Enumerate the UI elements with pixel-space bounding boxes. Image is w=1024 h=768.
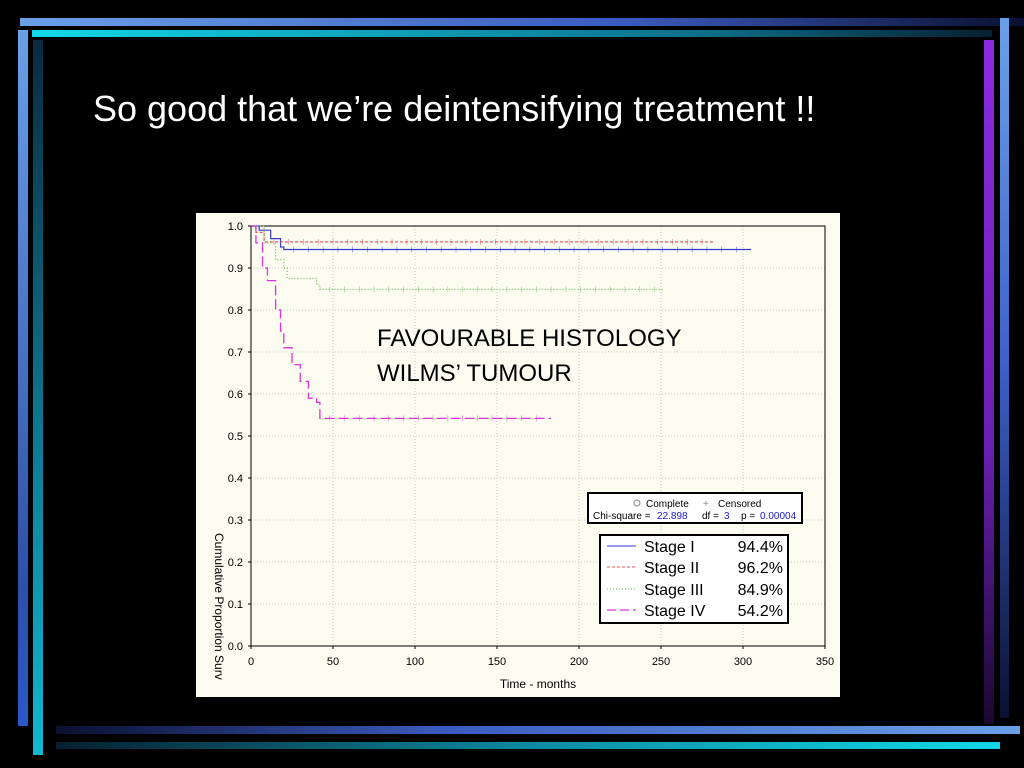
x-tick-label: 350: [816, 656, 834, 668]
chart-title-line-1: FAVOURABLE HISTOLOGY: [377, 325, 682, 352]
x-axis-ticks: 0 50 100 150 200 250 300 350: [248, 646, 834, 668]
legend-label-stage-ii: Stage II: [644, 560, 699, 577]
df-value: 3: [724, 511, 730, 522]
series-line-stage-iii: [251, 225, 665, 291]
legend-label-stage-iii: Stage III: [644, 582, 704, 599]
chart-title-line-2: WILMS’ TUMOUR: [377, 360, 572, 387]
y-tick-label: 0.0: [228, 641, 243, 653]
complete-label: Complete: [646, 499, 689, 510]
top-stripe-cyan: [32, 30, 992, 37]
p-label: p =: [741, 511, 755, 522]
y-tick-label: 1.0: [228, 221, 243, 233]
series-line-stage-i: [251, 225, 752, 251]
y-tick-label: 0.3: [228, 515, 243, 527]
y-tick-label: 0.9: [228, 263, 243, 275]
censored-marker-icon: +: [703, 499, 709, 510]
x-tick-label: 50: [327, 656, 339, 668]
survival-chart: 0.0 0.1 0.2 0.3 0.4 0.5 0.6 0.7 0.8 0.9 1.0 0 50 100…: [212, 221, 834, 691]
y-axis-ticks: 0.0 0.1 0.2 0.3 0.4 0.5 0.6 0.7 0.8 0.9 1.0: [228, 221, 251, 653]
legend: Stage I 94.4% Stage II 96.2% Stage III 8…: [599, 534, 789, 624]
p-value: 0.00004: [760, 511, 797, 522]
legend-pct-stage-ii: 96.2%: [738, 560, 783, 577]
chi-value: 22.898: [657, 511, 688, 522]
y-tick-label: 0.1: [228, 599, 243, 611]
censored-label: Censored: [718, 499, 761, 510]
bottom-stripe-light: [56, 726, 1020, 734]
y-tick-label: 0.8: [228, 305, 243, 317]
y-tick-label: 0.6: [228, 389, 243, 401]
legend-label-stage-iv: Stage IV: [644, 603, 706, 620]
chi-label: Chi-square =: [593, 511, 651, 522]
y-tick-label: 0.2: [228, 557, 243, 569]
y-axis-label: Cumulative Proportion Surv: [212, 533, 226, 680]
legend-pct-stage-iii: 84.9%: [738, 582, 783, 599]
series-line-stage-iv: [251, 225, 552, 420]
top-stripe-light: [20, 18, 1024, 26]
stats-box: Complete + Censored Chi-square = 22.898 …: [587, 492, 803, 524]
x-tick-label: 150: [488, 656, 506, 668]
chart-panel: 0.0 0.1 0.2 0.3 0.4 0.5 0.6 0.7 0.8 0.9 1.0 0 50 100…: [196, 213, 840, 697]
x-axis-label: Time - months: [500, 677, 576, 691]
survival-curves: [251, 225, 752, 422]
x-tick-label: 200: [570, 656, 588, 668]
series-line-stage-ii: [251, 225, 716, 243]
x-tick-label: 100: [406, 656, 424, 668]
left-stripe-cyan: [33, 40, 43, 755]
slide-title: So good that we’re deintensifying treatm…: [93, 88, 816, 129]
y-tick-label: 0.4: [228, 473, 243, 485]
x-tick-label: 0: [248, 656, 254, 668]
legend-pct-stage-iv: 54.2%: [738, 603, 783, 620]
y-tick-label: 0.7: [228, 347, 243, 359]
left-stripe-light: [18, 30, 28, 726]
legend-label-stage-i: Stage I: [644, 539, 695, 556]
legend-pct-stage-i: 94.4%: [738, 539, 783, 556]
df-label: df =: [702, 511, 719, 522]
complete-marker-icon: [633, 499, 641, 507]
x-tick-label: 250: [652, 656, 670, 668]
right-stripe-purple: [984, 40, 994, 724]
y-tick-label: 0.5: [228, 431, 243, 443]
bottom-stripe-cyan: [56, 742, 1000, 749]
x-tick-label: 300: [734, 656, 752, 668]
right-stripe-light: [1000, 18, 1009, 718]
